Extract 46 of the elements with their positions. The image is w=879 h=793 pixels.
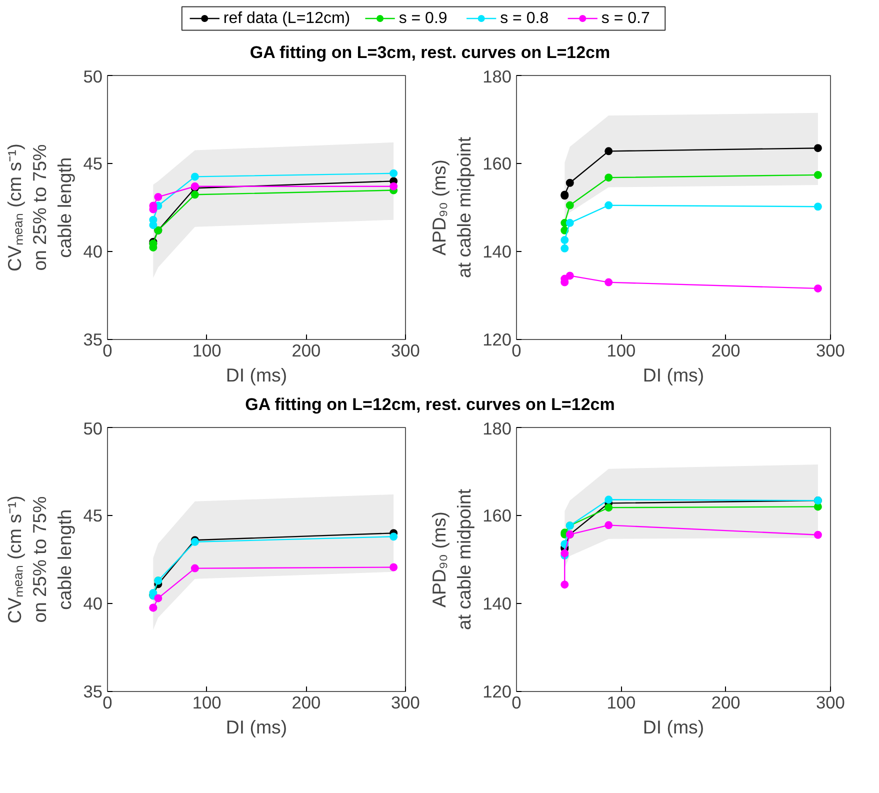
- x-tick-label: 200: [711, 692, 740, 712]
- x-tick-label: 0: [512, 340, 522, 360]
- chart-title: GA fitting on L=3cm, rest. curves on L=12cm: [250, 42, 610, 64]
- y-axis-title: CVₘₑₐₙ (cm s⁻¹) on 25% to 75% cable length: [4, 495, 76, 624]
- y-tick-label: 160: [482, 506, 512, 526]
- x-tick-label: 300: [816, 692, 845, 712]
- legend-label: s = 0.7: [601, 10, 650, 27]
- x-tick-label: 300: [816, 340, 845, 360]
- y-tick-label: 45: [83, 506, 103, 526]
- y-tick-label: 140: [482, 242, 512, 262]
- y-tick-label: 35: [83, 682, 103, 702]
- y-tick-label: 40: [83, 242, 103, 262]
- y-tick-label: 40: [83, 594, 103, 614]
- x-tick-label: 300: [391, 340, 420, 360]
- x-tick-label: 100: [606, 340, 636, 360]
- chart-title: GA fitting on L=12cm, rest. curves on L=12cm: [245, 394, 615, 416]
- y-tick-label: 35: [83, 330, 103, 350]
- y-tick-label: 50: [83, 66, 103, 86]
- x-tick-label: 300: [391, 692, 420, 712]
- y-axis-title: APD₉₀ (ms) at cable midpoint: [428, 136, 475, 278]
- y-tick-label: 120: [482, 682, 512, 702]
- x-tick-label: 100: [606, 692, 636, 712]
- y-tick-label: 120: [482, 330, 512, 350]
- y-tick-label: 140: [482, 594, 512, 614]
- y-tick-label: 180: [482, 66, 512, 86]
- x-axis-title: DI (ms): [642, 716, 704, 738]
- x-tick-label: 100: [192, 340, 222, 360]
- legend-label: s = 0.8: [500, 10, 549, 27]
- y-tick-label: 160: [482, 154, 512, 174]
- y-tick-label: 50: [83, 418, 103, 438]
- x-tick-label: 0: [102, 692, 112, 712]
- y-axis-title: APD₉₀ (ms) at cable midpoint: [428, 488, 475, 630]
- x-axis-title: DI (ms): [642, 364, 704, 386]
- x-tick-label: 0: [102, 340, 112, 360]
- y-tick-label: 180: [482, 418, 512, 438]
- x-axis-title: DI (ms): [226, 364, 288, 386]
- legend-label: s = 0.9: [398, 10, 448, 27]
- y-axis-title: CVₘₑₐₙ (cm s⁻¹) on 25% to 75% cable length: [4, 143, 76, 272]
- y-tick-label: 45: [83, 154, 103, 174]
- x-tick-label: 0: [512, 692, 522, 712]
- legend-label: ref data (L=12cm): [223, 10, 350, 27]
- x-tick-label: 200: [711, 340, 740, 360]
- x-tick-label: 200: [292, 692, 321, 712]
- x-tick-label: 100: [192, 692, 222, 712]
- x-axis-title: DI (ms): [226, 716, 288, 738]
- x-tick-label: 200: [292, 340, 321, 360]
